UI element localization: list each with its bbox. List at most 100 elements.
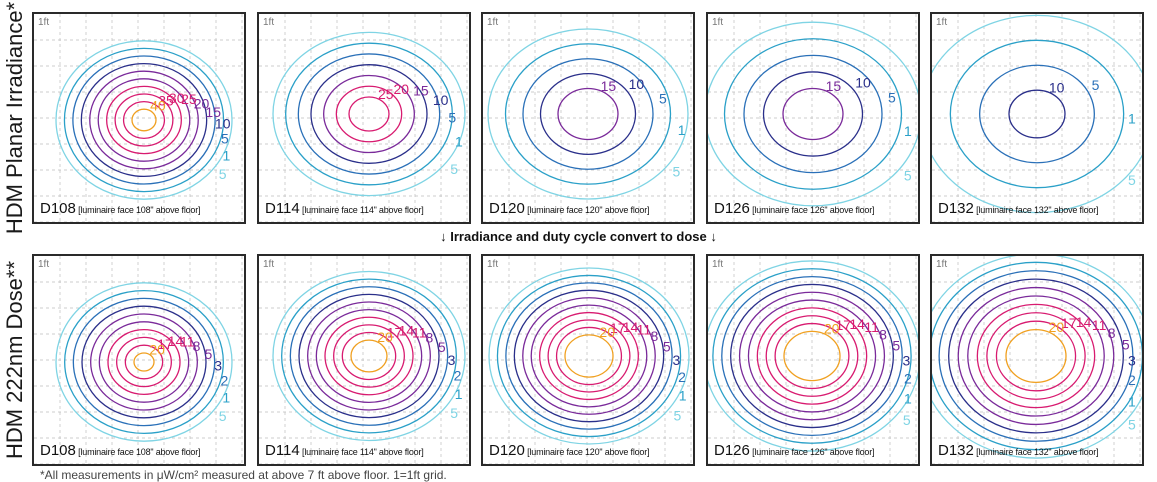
panel-code: D120: [489, 200, 525, 217]
contour-label: 5: [219, 408, 227, 424]
grid-scale-label: 1ft: [936, 17, 948, 28]
panel-description: [luminaire face 126" above floor]: [749, 205, 875, 215]
contour-label: 8: [650, 328, 658, 344]
contour-line: [708, 260, 918, 452]
contour-line: [756, 307, 868, 405]
contour-line: [281, 278, 457, 434]
contour-label: 10: [1049, 80, 1065, 96]
down-arrow-icon: ↓: [710, 229, 717, 244]
panel-description: [luminaire face 120" above floor]: [524, 447, 650, 457]
contour-label: 5: [1092, 77, 1100, 93]
panel-code: D108: [40, 442, 76, 459]
contour-label: 1: [678, 122, 686, 138]
contour-label: 2: [904, 370, 912, 386]
panel-code: D132: [938, 200, 974, 217]
contour-line: [307, 301, 431, 411]
contour-line: [1005, 328, 1067, 384]
contour-line: [285, 42, 453, 186]
contour-line: [730, 283, 894, 429]
grid-scale-label: 1ft: [263, 259, 275, 270]
contour-line: [932, 261, 1142, 451]
contour-label: 2: [1128, 372, 1136, 388]
contour-line: [272, 270, 466, 442]
contour-line: [995, 320, 1077, 392]
panel-caption: D132 [luminaire face 132" above floor]: [938, 442, 1099, 460]
contour-label: 20: [1049, 319, 1065, 335]
contour-line: [743, 54, 883, 174]
contour-line: [932, 256, 1142, 459]
contour-line: [487, 28, 689, 200]
contour-line: [324, 316, 414, 396]
contour-label: 5: [205, 346, 213, 362]
panel-code: D126: [714, 442, 750, 459]
panel-code: D126: [714, 200, 750, 217]
panel-description: [luminaire face 126" above floor]: [749, 447, 875, 457]
contour-panel-dose-d120: 5 1 2 3 5 8 11 14 17 20 1ft D120 [luminaire face 12…: [481, 254, 695, 466]
contour-line: [557, 87, 619, 141]
panel-caption: D120 [luminaire face 120" above floor]: [489, 442, 650, 460]
contour-line: [297, 53, 441, 175]
contour-label: 5: [672, 163, 680, 179]
contour-line: [350, 339, 388, 373]
contour-label: 11: [864, 319, 879, 335]
contour-line: [555, 326, 623, 386]
panel-description: [luminaire face 114" above floor]: [299, 447, 424, 457]
contour-line: [762, 71, 864, 157]
contour-line: [979, 64, 1095, 164]
contour-line: [957, 286, 1115, 426]
row-label-irradiance: HDM Planar Irradiance*: [0, 2, 30, 234]
contour-label: 20: [599, 324, 615, 340]
contour-panel-dose-d108: 5 1 2 3 5 8 11 14 17 20 1ft D108 [luminaire face 10…: [32, 254, 246, 466]
panel-caption: D108 [luminaire face 108" above floor]: [40, 442, 201, 460]
panel-caption: D120 [luminaire face 120" above floor]: [489, 200, 650, 218]
panel-caption: D132 [luminaire face 132" above floor]: [938, 200, 1099, 218]
contour-line: [133, 352, 155, 372]
panel-description: [luminaire face 120" above floor]: [524, 205, 650, 215]
contour-line: [967, 295, 1105, 417]
down-arrow-icon: ↓: [440, 229, 447, 244]
contour-panel-irradiance-d120: 5 1 5 10 15 1ft D120 [luminaire face 120" abov…: [481, 12, 695, 224]
contour-line: [774, 322, 850, 390]
contour-label: 10: [629, 76, 645, 92]
contour-line: [513, 289, 665, 423]
contour-label: 8: [879, 326, 887, 342]
contour-line: [738, 291, 886, 421]
contour-label: 11: [412, 324, 427, 340]
contour-line: [547, 319, 631, 393]
contour-line: [333, 324, 405, 388]
contour-label: 14: [168, 333, 184, 349]
contour-label: 3: [902, 352, 910, 368]
contour-line: [116, 336, 172, 388]
contour-label: 20: [194, 96, 210, 112]
contour-line: [72, 297, 216, 427]
contour-label: 5: [673, 407, 681, 423]
contour-line: [488, 267, 690, 445]
contour-line: [335, 85, 403, 143]
contour-line: [131, 108, 157, 132]
contour-label: 5: [450, 405, 458, 421]
grid-scale-label: 1ft: [712, 259, 724, 270]
contour-line: [89, 70, 199, 170]
contour-line: [106, 85, 182, 155]
footnote: *All measurements in μW/cm² measured at …: [40, 468, 447, 482]
contour-label: 1: [455, 386, 463, 402]
contour-label: 2: [678, 369, 686, 385]
grid-scale-label: 1ft: [936, 259, 948, 270]
contour-label: 15: [205, 104, 221, 120]
row-label-dose-text: HDM 222nm Dose**: [2, 260, 27, 460]
contour-label: 1: [223, 147, 231, 163]
contour-label: 5: [892, 337, 900, 353]
contour-label: 15: [826, 78, 842, 94]
contour-line: [310, 64, 428, 164]
contour-line: [80, 62, 208, 178]
grid-scale-label: 1ft: [38, 259, 50, 270]
contour-label: 25: [181, 91, 197, 107]
contour-line: [986, 312, 1086, 400]
contour-line: [747, 299, 877, 413]
contour-line: [976, 303, 1096, 409]
contour-plot: 5 1 5 10: [932, 14, 1142, 222]
contour-label: 40: [150, 98, 166, 114]
